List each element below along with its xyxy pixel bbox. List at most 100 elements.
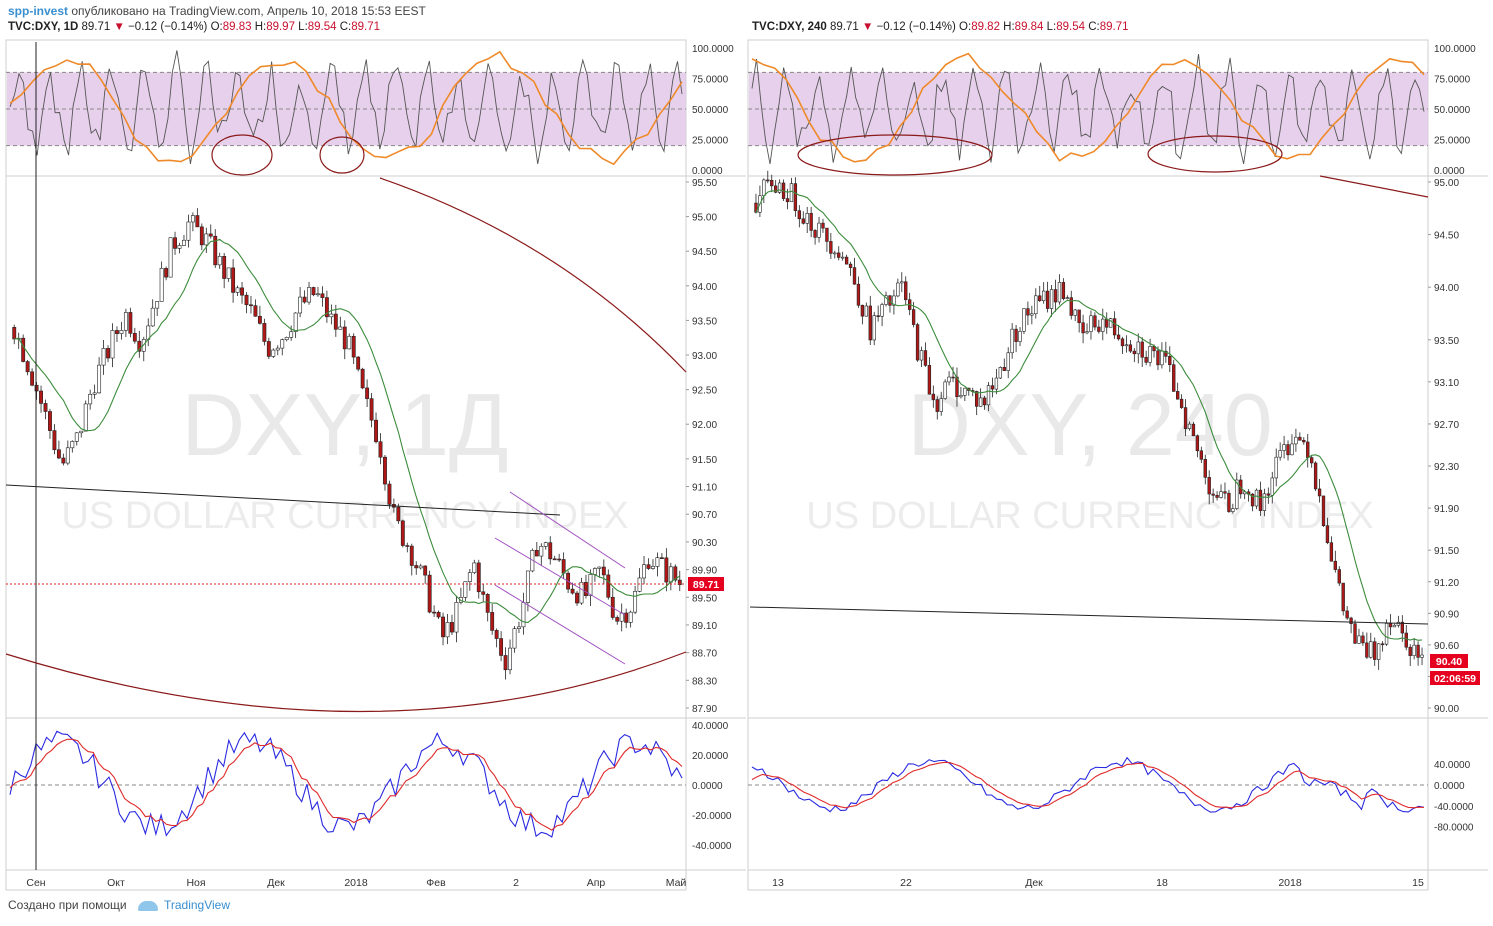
right-candle: [1030, 313, 1034, 316]
right-candle: [1290, 443, 1294, 456]
left-price-tick: 92.00: [692, 420, 717, 431]
left-candle: [244, 294, 249, 306]
left-stoch-k-line: [9, 50, 683, 164]
left-candle: [405, 545, 410, 547]
right-candle: [1128, 344, 1133, 352]
tradingview-logo-icon[interactable]: [137, 900, 158, 911]
left-candle: [467, 572, 472, 582]
right-price-tick: 92.30: [1434, 462, 1459, 473]
left-candle: [74, 432, 79, 442]
right-candle: [943, 381, 947, 399]
right-candle: [1038, 295, 1042, 302]
right-candle: [1384, 623, 1389, 645]
publish-header: spp-invest опубликовано на TradingView.c…: [8, 4, 426, 18]
left-candle: [517, 626, 521, 629]
left-candle: [316, 293, 320, 296]
right-macd-tick: -80.0000: [1434, 823, 1474, 834]
right-timer-badge-bg: [1430, 671, 1480, 685]
right-x-tick: Дек: [1025, 877, 1043, 889]
right-candle: [1345, 610, 1349, 619]
left-candle: [499, 638, 504, 656]
left-price-tick: 93.50: [692, 316, 717, 327]
right-symbol-line: TVC:DXY, 240 89.71 ▼ −0.12 (−0.14%) O:89…: [752, 21, 1129, 33]
right-candle: [1231, 508, 1235, 512]
left-candle: [441, 616, 445, 638]
left-stoch-d-line: [9, 50, 683, 166]
right-candle: [1183, 407, 1188, 429]
right-candle: [1317, 488, 1322, 497]
right-candle: [963, 387, 967, 396]
left-stoch-tick: 75.0000: [692, 75, 729, 86]
left-candle: [360, 368, 365, 389]
left-price-tick: 89.10: [692, 621, 717, 632]
left-candle: [601, 566, 606, 576]
left-candle: [418, 565, 423, 569]
right-change: −0.12 (−0.14%): [876, 21, 956, 33]
right-candle: [1369, 641, 1373, 658]
left-price-tick: 88.70: [692, 649, 717, 660]
left-stoch-tick: 0.0000: [692, 166, 723, 177]
left-candle: [400, 520, 405, 546]
left-candle: [123, 312, 128, 331]
right-candle: [1120, 338, 1125, 347]
right-candle: [1223, 491, 1227, 494]
left-candle: [557, 558, 562, 561]
right-candle: [1116, 334, 1121, 340]
tradingview-link[interactable]: TradingView: [163, 898, 231, 912]
right-price-tick: 93.10: [1434, 378, 1459, 389]
right-candle: [797, 210, 801, 220]
right-candle: [1093, 315, 1097, 328]
right-candle: [880, 304, 884, 317]
left-price-tick: 87.90: [692, 704, 717, 715]
left-candle: [414, 565, 419, 569]
left-candle: [173, 237, 177, 249]
left-candle: [579, 582, 584, 604]
author-name[interactable]: spp-invest: [8, 4, 69, 18]
left-candle: [615, 617, 620, 622]
left-candle: [307, 287, 311, 303]
left-candle: [262, 323, 267, 342]
left-candle: [280, 339, 285, 349]
left-candle: [628, 611, 633, 623]
left-candle: [186, 221, 191, 241]
left-candle: [56, 449, 61, 459]
left-candle: [159, 268, 164, 302]
left-candle: [128, 312, 133, 334]
left-candle: [88, 394, 93, 405]
right-candle: [1077, 309, 1081, 324]
right-candle: [1258, 489, 1263, 511]
right-candle: [931, 393, 935, 400]
right-high: 89.84: [1014, 21, 1044, 33]
right-candle: [1408, 646, 1412, 656]
right-candle: [915, 324, 920, 361]
right-candle: [1006, 352, 1010, 371]
right-candle: [1325, 525, 1330, 544]
left-candle: [539, 546, 544, 557]
right-candle: [951, 376, 955, 379]
left-candle: [445, 622, 450, 638]
right-candle: [872, 315, 876, 341]
left-price-tick: 91.50: [692, 455, 717, 466]
right-candle: [1168, 356, 1172, 366]
right-candle: [1160, 350, 1164, 366]
left-candle: [342, 326, 347, 350]
left-candle: [485, 594, 490, 613]
left-candle: [150, 307, 155, 327]
left-price-tick: 94.50: [692, 247, 717, 258]
left-candle: [356, 356, 361, 370]
right-candle: [852, 267, 857, 285]
right-candle: [892, 295, 896, 306]
left-price-tick: 89.50: [692, 593, 717, 604]
left-candle: [525, 570, 530, 603]
left-candle: [253, 305, 258, 317]
right-candle: [1250, 493, 1255, 507]
right-candle: [1124, 344, 1129, 347]
right-candle: [947, 376, 951, 383]
left-candle: [240, 287, 244, 296]
right-candle: [975, 391, 979, 407]
left-candle: [409, 545, 414, 566]
left-candle: [34, 384, 39, 392]
left-candle: [396, 506, 401, 522]
left-candle: [101, 348, 106, 366]
